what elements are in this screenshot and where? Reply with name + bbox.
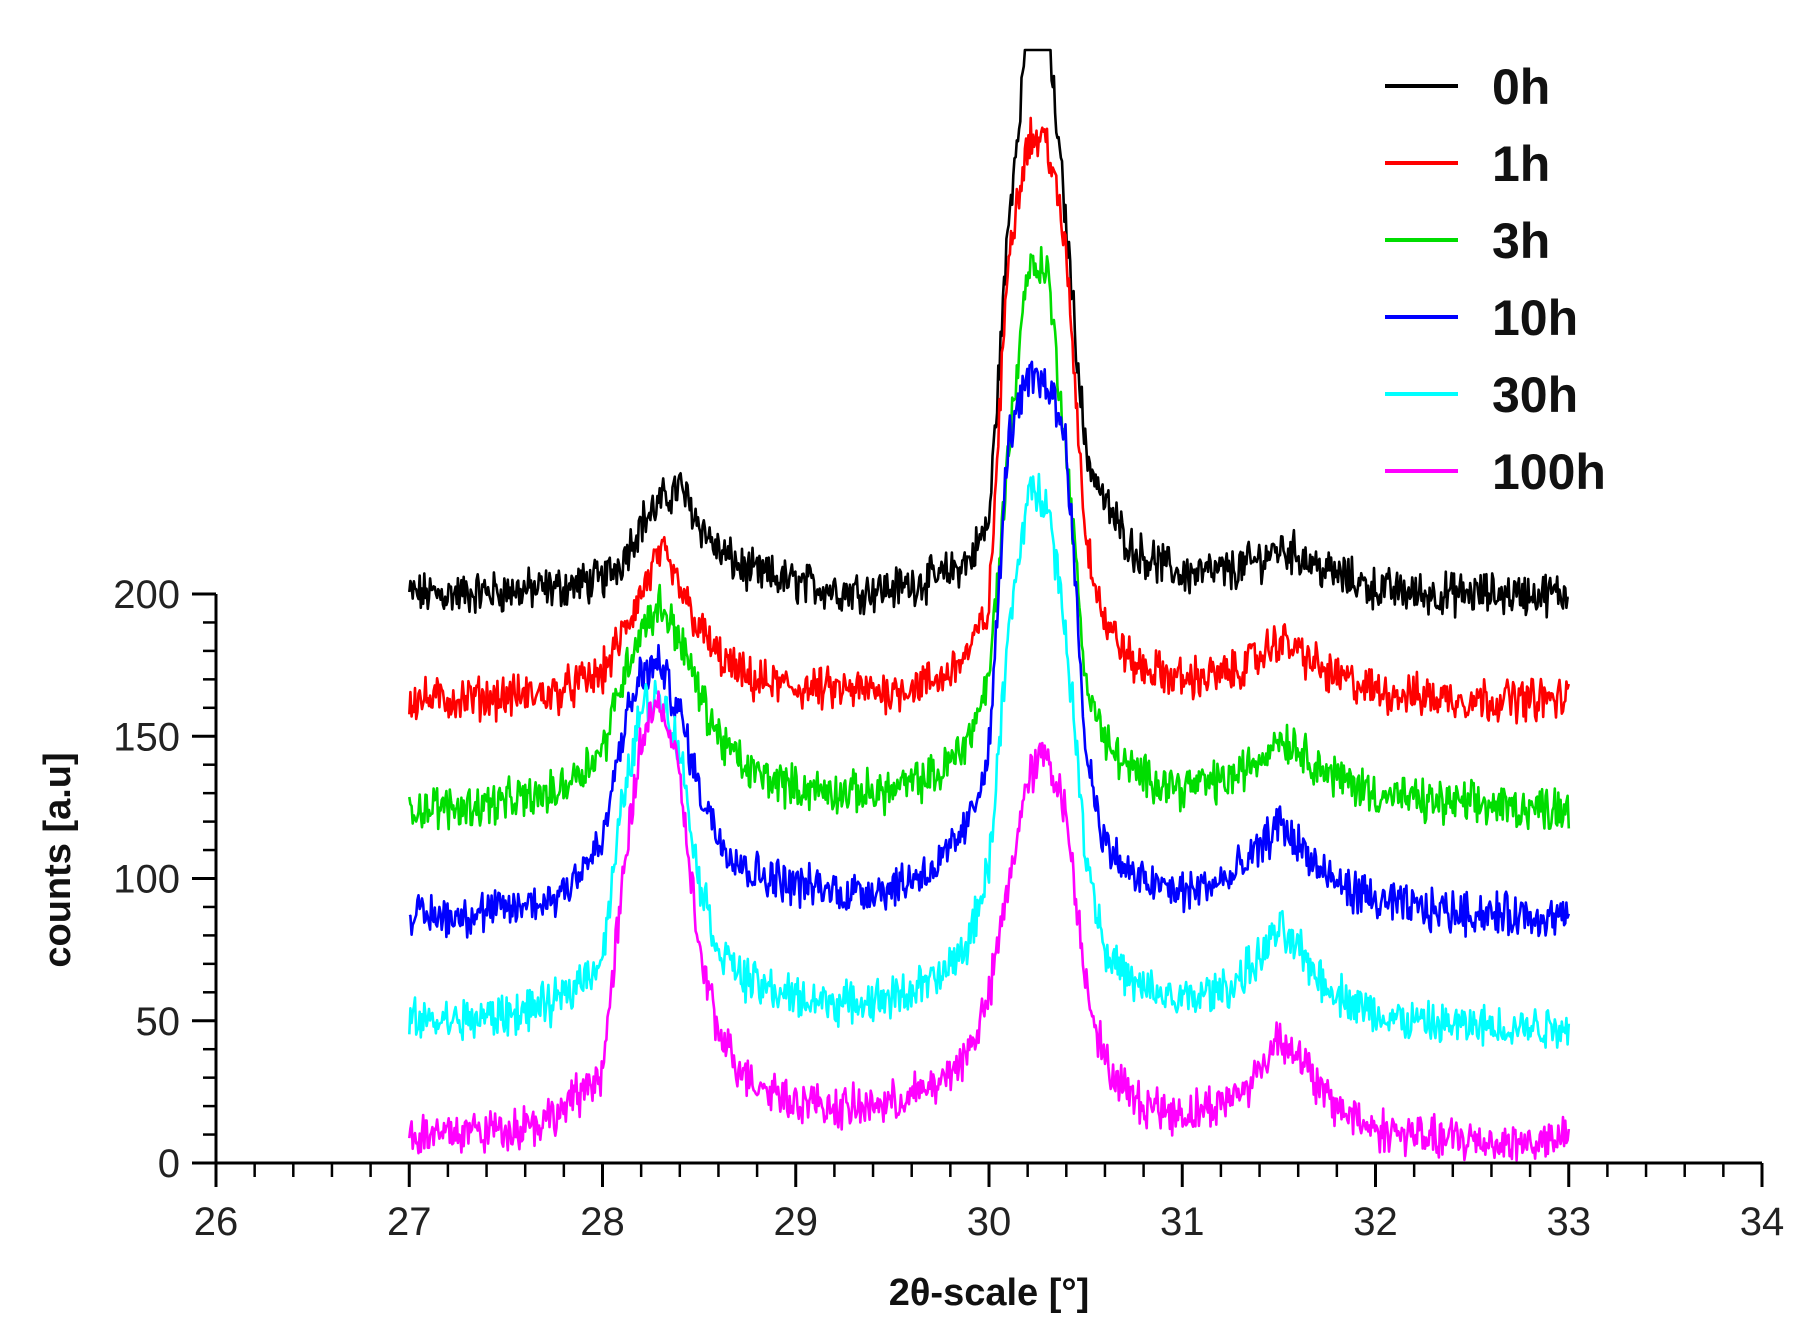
x-axis-title: 2θ-scale [°] <box>889 1272 1089 1314</box>
legend-label-100h: 100h <box>1492 444 1606 500</box>
x-tick-label: 32 <box>1353 1200 1398 1244</box>
x-tick-label: 29 <box>774 1200 819 1244</box>
series-line-10h <box>408 360 1571 939</box>
y-tick-label: 200 <box>113 573 180 617</box>
ticks: 26 27 28 29 30 31 32 33 34 0 50 100 150 200 <box>113 573 1784 1244</box>
legend-label-0h: 0h <box>1492 59 1550 115</box>
x-tick-label: 28 <box>580 1200 625 1244</box>
y-tick-label: 0 <box>158 1142 180 1186</box>
y-tick-label: 150 <box>113 715 180 759</box>
legend: 0h 1h 3h 10h 30h 100h <box>1385 59 1606 500</box>
x-tick-label: 31 <box>1160 1200 1205 1244</box>
y-tick-label: 50 <box>136 1000 181 1044</box>
legend-label-3h: 3h <box>1492 213 1550 269</box>
x-tick-label: 26 <box>194 1200 239 1244</box>
series-layer <box>408 48 1571 1162</box>
legend-label-30h: 30h <box>1492 367 1578 423</box>
y-tick-label: 100 <box>113 858 180 902</box>
x-tick-label: 33 <box>1547 1200 1592 1244</box>
legend-label-1h: 1h <box>1492 136 1550 192</box>
series-line-0h <box>408 48 1569 619</box>
series-line-30h <box>408 472 1571 1049</box>
legend-label-10h: 10h <box>1492 290 1578 346</box>
x-tick-label: 27 <box>387 1200 432 1244</box>
x-tick-label: 30 <box>967 1200 1012 1244</box>
series-line-1h <box>408 116 1571 725</box>
series-line-100h <box>408 690 1571 1162</box>
series-line-3h <box>408 245 1571 831</box>
x-tick-label: 34 <box>1740 1200 1785 1244</box>
y-axis-title: counts [a.u] <box>37 752 79 967</box>
